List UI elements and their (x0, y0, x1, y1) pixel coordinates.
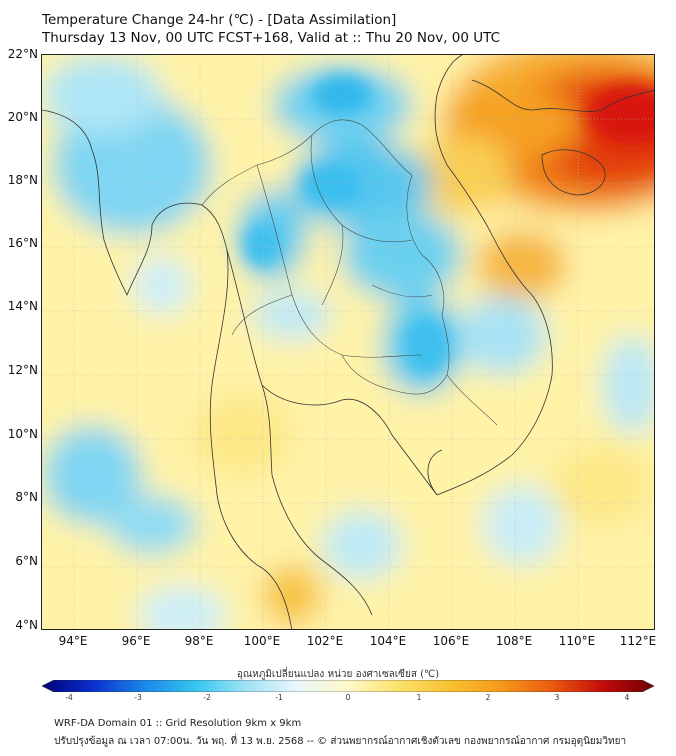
lon-label: 96°E (121, 634, 151, 648)
lat-label: 8°N (15, 490, 38, 504)
temperature-field (42, 55, 654, 629)
lat-label: 16°N (7, 236, 38, 250)
lon-label: 110°E (558, 634, 596, 648)
map-canvas (42, 55, 654, 629)
temperature-change-map (41, 54, 655, 630)
lon-label: 104°E (369, 634, 407, 648)
lat-label: 12°N (7, 363, 38, 377)
temperature-field-detail (244, 75, 654, 373)
colorbar-title: อุณหภูมิเปลี่ยนแปลง หน่วย องศาเซลเซียส (… (236, 669, 440, 680)
coastlines (42, 55, 654, 629)
lon-label: 112°E (619, 634, 657, 648)
lat-label: 20°N (7, 110, 38, 124)
lat-label: 10°N (7, 427, 38, 441)
colorbar-tick: 1 (416, 693, 422, 702)
lat-label: 4°N (15, 618, 38, 632)
footer-model-info: WRF-DA Domain 01 :: Grid Resolution 9km … (54, 718, 302, 729)
colorbar-tick: -2 (203, 693, 211, 702)
colorbar-tick: 0 (345, 693, 351, 702)
lat-label: 6°N (15, 554, 38, 568)
lat-label: 22°N (7, 47, 38, 61)
lon-label: 106°E (432, 634, 470, 648)
colorbar (42, 680, 654, 692)
lon-label: 100°E (243, 634, 281, 648)
colorbar-tick: 3 (554, 693, 560, 702)
chart-title: Temperature Change 24-hr (℃) - [Data Ass… (42, 12, 397, 28)
lon-label: 108°E (495, 634, 533, 648)
country-borders (201, 119, 498, 426)
lat-lon-grid (42, 55, 654, 629)
lat-label: 18°N (7, 173, 38, 187)
colorbar-tick: -4 (65, 693, 73, 702)
lon-label: 102°E (306, 634, 344, 648)
lon-label: 94°E (58, 634, 88, 648)
lon-label: 98°E (184, 634, 214, 648)
chart-subtitle: Thursday 13 Nov, 00 UTC FCST+168, Valid … (42, 30, 501, 46)
colorbar-ramp (42, 680, 654, 692)
colorbar-tick: -1 (275, 693, 283, 702)
lat-label: 14°N (7, 299, 38, 313)
colorbar-tick: -3 (134, 693, 142, 702)
footer-credit: ปรับปรุงข้อมูล ณ เวลา 07:00น. วัน พฤ. ที… (54, 736, 627, 747)
colorbar-tick: 2 (485, 693, 491, 702)
colorbar-tick: 4 (624, 693, 630, 702)
